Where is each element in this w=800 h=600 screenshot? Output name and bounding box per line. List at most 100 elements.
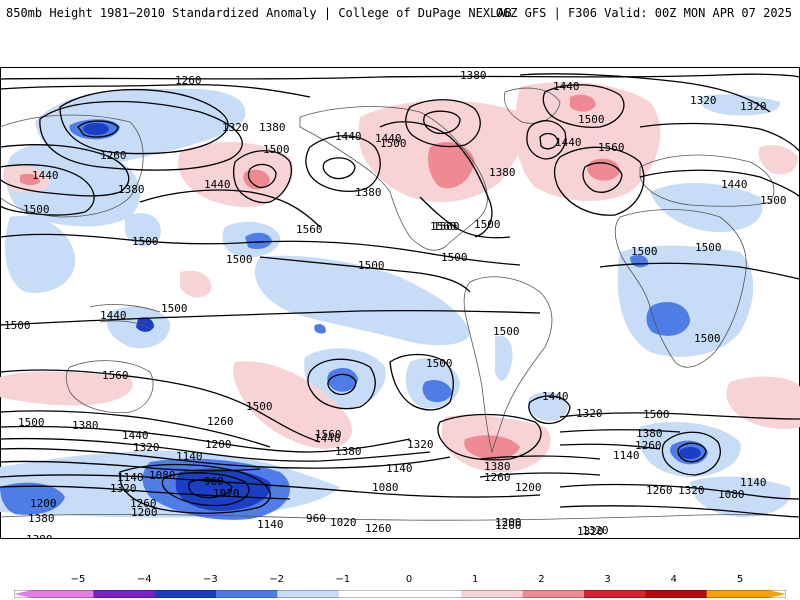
contour-label: 1500 — [358, 259, 385, 272]
contour-label: 1140 — [740, 476, 767, 489]
colorbar-segment — [522, 590, 585, 598]
anomaly-shading — [0, 82, 800, 520]
contour-label: 1440 — [122, 429, 149, 442]
pos-anomaly-south-east-pacific — [180, 270, 211, 298]
contour-label: 1320 — [740, 100, 767, 113]
contour-label: 1440 — [204, 178, 231, 191]
contour-label: 1140 — [117, 471, 144, 484]
colorbar-tick-label: −3 — [203, 574, 218, 585]
colorbar-segment — [706, 590, 769, 598]
contour-label: 1500 — [578, 113, 605, 126]
contour-label: 1200 — [515, 481, 542, 494]
colorbar-tick-label: −5 — [70, 574, 86, 585]
contour-labels: 1260 1380 1440 1320 1380 1440 1500 1440 … — [4, 69, 787, 539]
contour-1260-aleutian — [59, 88, 229, 155]
colorbar-tick-label: 1 — [472, 574, 479, 585]
contour-label: 1500 — [441, 251, 468, 264]
contour-label: 1500 — [226, 253, 253, 266]
contour-ne-pacific-high-inner — [247, 163, 277, 189]
contour-1560-pacific — [139, 189, 321, 228]
neg-anomaly-africa-core — [646, 302, 690, 336]
contour-label: 1560 — [102, 369, 129, 382]
neg-anomaly-europe — [650, 182, 763, 232]
contour-atlantic-high-inner — [582, 162, 623, 193]
colorbar-segment — [645, 590, 708, 598]
contour-atlantic-high — [553, 146, 645, 216]
model-run-info: 06Z GFS | F306 Valid: 00Z MON APR 07 202… — [495, 6, 792, 20]
height-contours — [0, 73, 800, 518]
map-title: 850mb Height 1981−2010 Standardized Anom… — [6, 6, 512, 20]
colorbar-segment — [216, 590, 278, 598]
pos-anomaly-south-indian — [726, 376, 800, 429]
colorbar-segment — [93, 590, 156, 598]
contour-hudson-low-inner — [423, 110, 461, 135]
contour-antarctic-low-1020 — [161, 472, 250, 507]
coast-europe — [639, 154, 775, 207]
contour-label: 1380 — [259, 121, 286, 134]
contour-label: 1560 — [430, 220, 457, 233]
contour-label: 1260 — [100, 149, 127, 162]
contour-label: 1320 — [582, 524, 609, 537]
neg-anomaly-antarctic-east — [690, 476, 791, 517]
contour-1500-n-america — [379, 121, 493, 238]
contour-1560-south — [0, 369, 321, 443]
coast-north-america — [299, 106, 488, 251]
pos-anomaly-north-atlantic-core1 — [570, 94, 596, 112]
contour-label: 1020 — [213, 487, 240, 500]
coast-greenland — [503, 87, 561, 124]
pos-anomaly-north-atlantic — [515, 82, 661, 202]
contour-label: 1560 — [315, 428, 342, 441]
contour-indian-1380 — [559, 443, 661, 450]
neg-anomaly-south-pacific-core — [327, 367, 358, 392]
contour-label: 960 — [204, 475, 224, 488]
neg-anomaly-central-pacific — [254, 255, 470, 346]
pos-anomaly-south-pacific — [233, 361, 352, 449]
neg-anomaly-south-indian-center — [679, 447, 701, 459]
contour-label: 1500 — [643, 408, 670, 421]
contour-label: 1080 — [149, 469, 176, 482]
contour-label: 1200 — [495, 516, 522, 529]
coastlines — [0, 87, 800, 521]
contour-1500-africa — [599, 262, 800, 280]
contour-label: 1320 — [110, 482, 137, 495]
colorbar-left-arrow — [14, 590, 32, 598]
contour-label: 1500 — [426, 357, 453, 370]
contour-label: 1560 — [296, 223, 323, 236]
contour-label: 1080 — [718, 488, 745, 501]
contour-label: 1500 — [4, 319, 31, 332]
neg-anomaly-japan — [125, 213, 161, 247]
contour-label: 1320 — [133, 441, 160, 454]
contour-label: 1140 — [176, 450, 203, 463]
neg-anomaly-chile — [495, 335, 513, 381]
colorbar-segment — [154, 590, 217, 598]
contour-label: 1320 — [678, 484, 705, 497]
contour-1320-south — [0, 447, 451, 469]
colorbar-tick-label: −4 — [136, 574, 152, 585]
contour-label: 1440 — [721, 178, 748, 191]
colorbar-bar — [14, 590, 786, 598]
contour-label: 1500 — [263, 143, 290, 156]
contour-antarctic-low-1080 — [119, 463, 272, 514]
contour-south-america-high — [437, 413, 542, 461]
contour-ne-pacific-high — [232, 150, 292, 204]
contour-south-pacific-low — [307, 358, 376, 410]
contour-1320-aleutian — [39, 100, 243, 171]
contour-label: 1500 — [695, 241, 722, 254]
contour-label: 1380 — [355, 186, 382, 199]
pos-anomaly-south-atlantic — [0, 371, 133, 406]
contour-1440-arctic — [0, 83, 311, 98]
colorbar-tick-label: −1 — [335, 574, 351, 585]
pos-anomaly-south-america-core — [464, 435, 520, 460]
contour-1440-asia — [0, 164, 95, 216]
contour-label: 1020 — [330, 516, 357, 529]
contour-1500-equator — [0, 309, 541, 326]
contour-nova-scotia-low — [526, 120, 567, 160]
contour-label: 1440 — [100, 309, 127, 322]
neg-anomaly-aleutian — [35, 88, 246, 164]
contour-1380-south — [0, 437, 431, 462]
contour-label: 1320 — [577, 525, 604, 538]
pos-anomaly-north-atlantic-core2 — [587, 158, 620, 181]
contour-label: 1380 — [118, 183, 145, 196]
neg-anomaly-antarctic-west — [0, 482, 65, 515]
coast-antarctica — [0, 513, 800, 521]
